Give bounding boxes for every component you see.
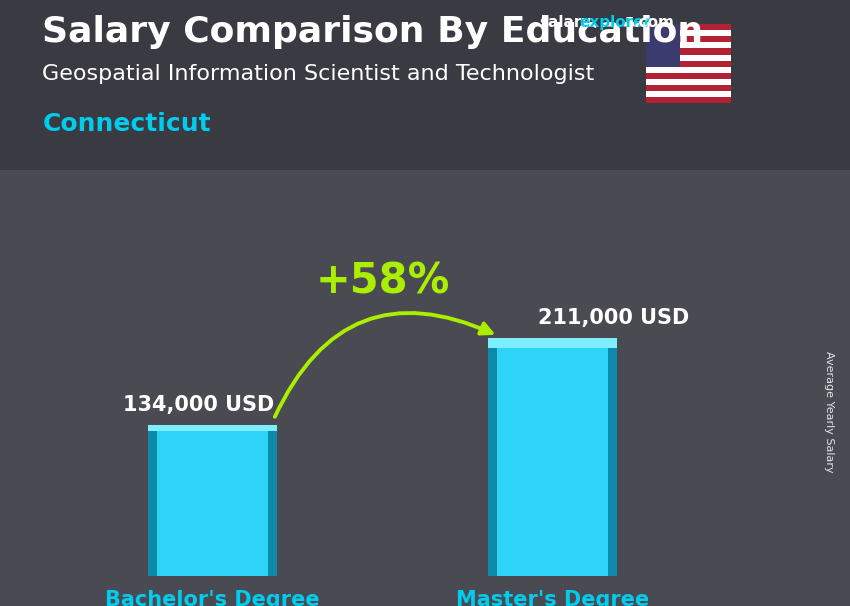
Text: salary: salary [540,15,592,30]
Polygon shape [488,338,617,576]
Text: 134,000 USD: 134,000 USD [123,395,275,415]
Text: Connecticut: Connecticut [42,112,211,136]
Bar [646,36,731,42]
Polygon shape [148,425,277,576]
Bar [646,55,731,61]
Polygon shape [608,338,617,576]
Text: .com: .com [633,15,674,30]
Polygon shape [148,425,277,431]
Bar [646,61,731,67]
Bar [646,79,731,85]
Text: explorer: explorer [580,15,652,30]
Bar [646,73,731,79]
Polygon shape [488,338,497,576]
Polygon shape [148,425,157,576]
Text: Salary Comparison By Education: Salary Comparison By Education [42,15,704,49]
Bar [646,42,731,48]
Bar [646,67,731,73]
Text: Average Yearly Salary: Average Yearly Salary [824,351,834,473]
Text: 211,000 USD: 211,000 USD [538,308,689,328]
Polygon shape [488,338,617,348]
Bar [646,30,731,36]
Bar [646,48,731,55]
Bar [646,91,731,97]
Bar [646,97,731,103]
Polygon shape [268,425,277,576]
Bar [646,24,731,30]
Bar [646,85,731,91]
Bar [646,24,680,67]
Text: Geospatial Information Scientist and Technologist: Geospatial Information Scientist and Tec… [42,64,595,84]
Text: +58%: +58% [315,261,450,303]
